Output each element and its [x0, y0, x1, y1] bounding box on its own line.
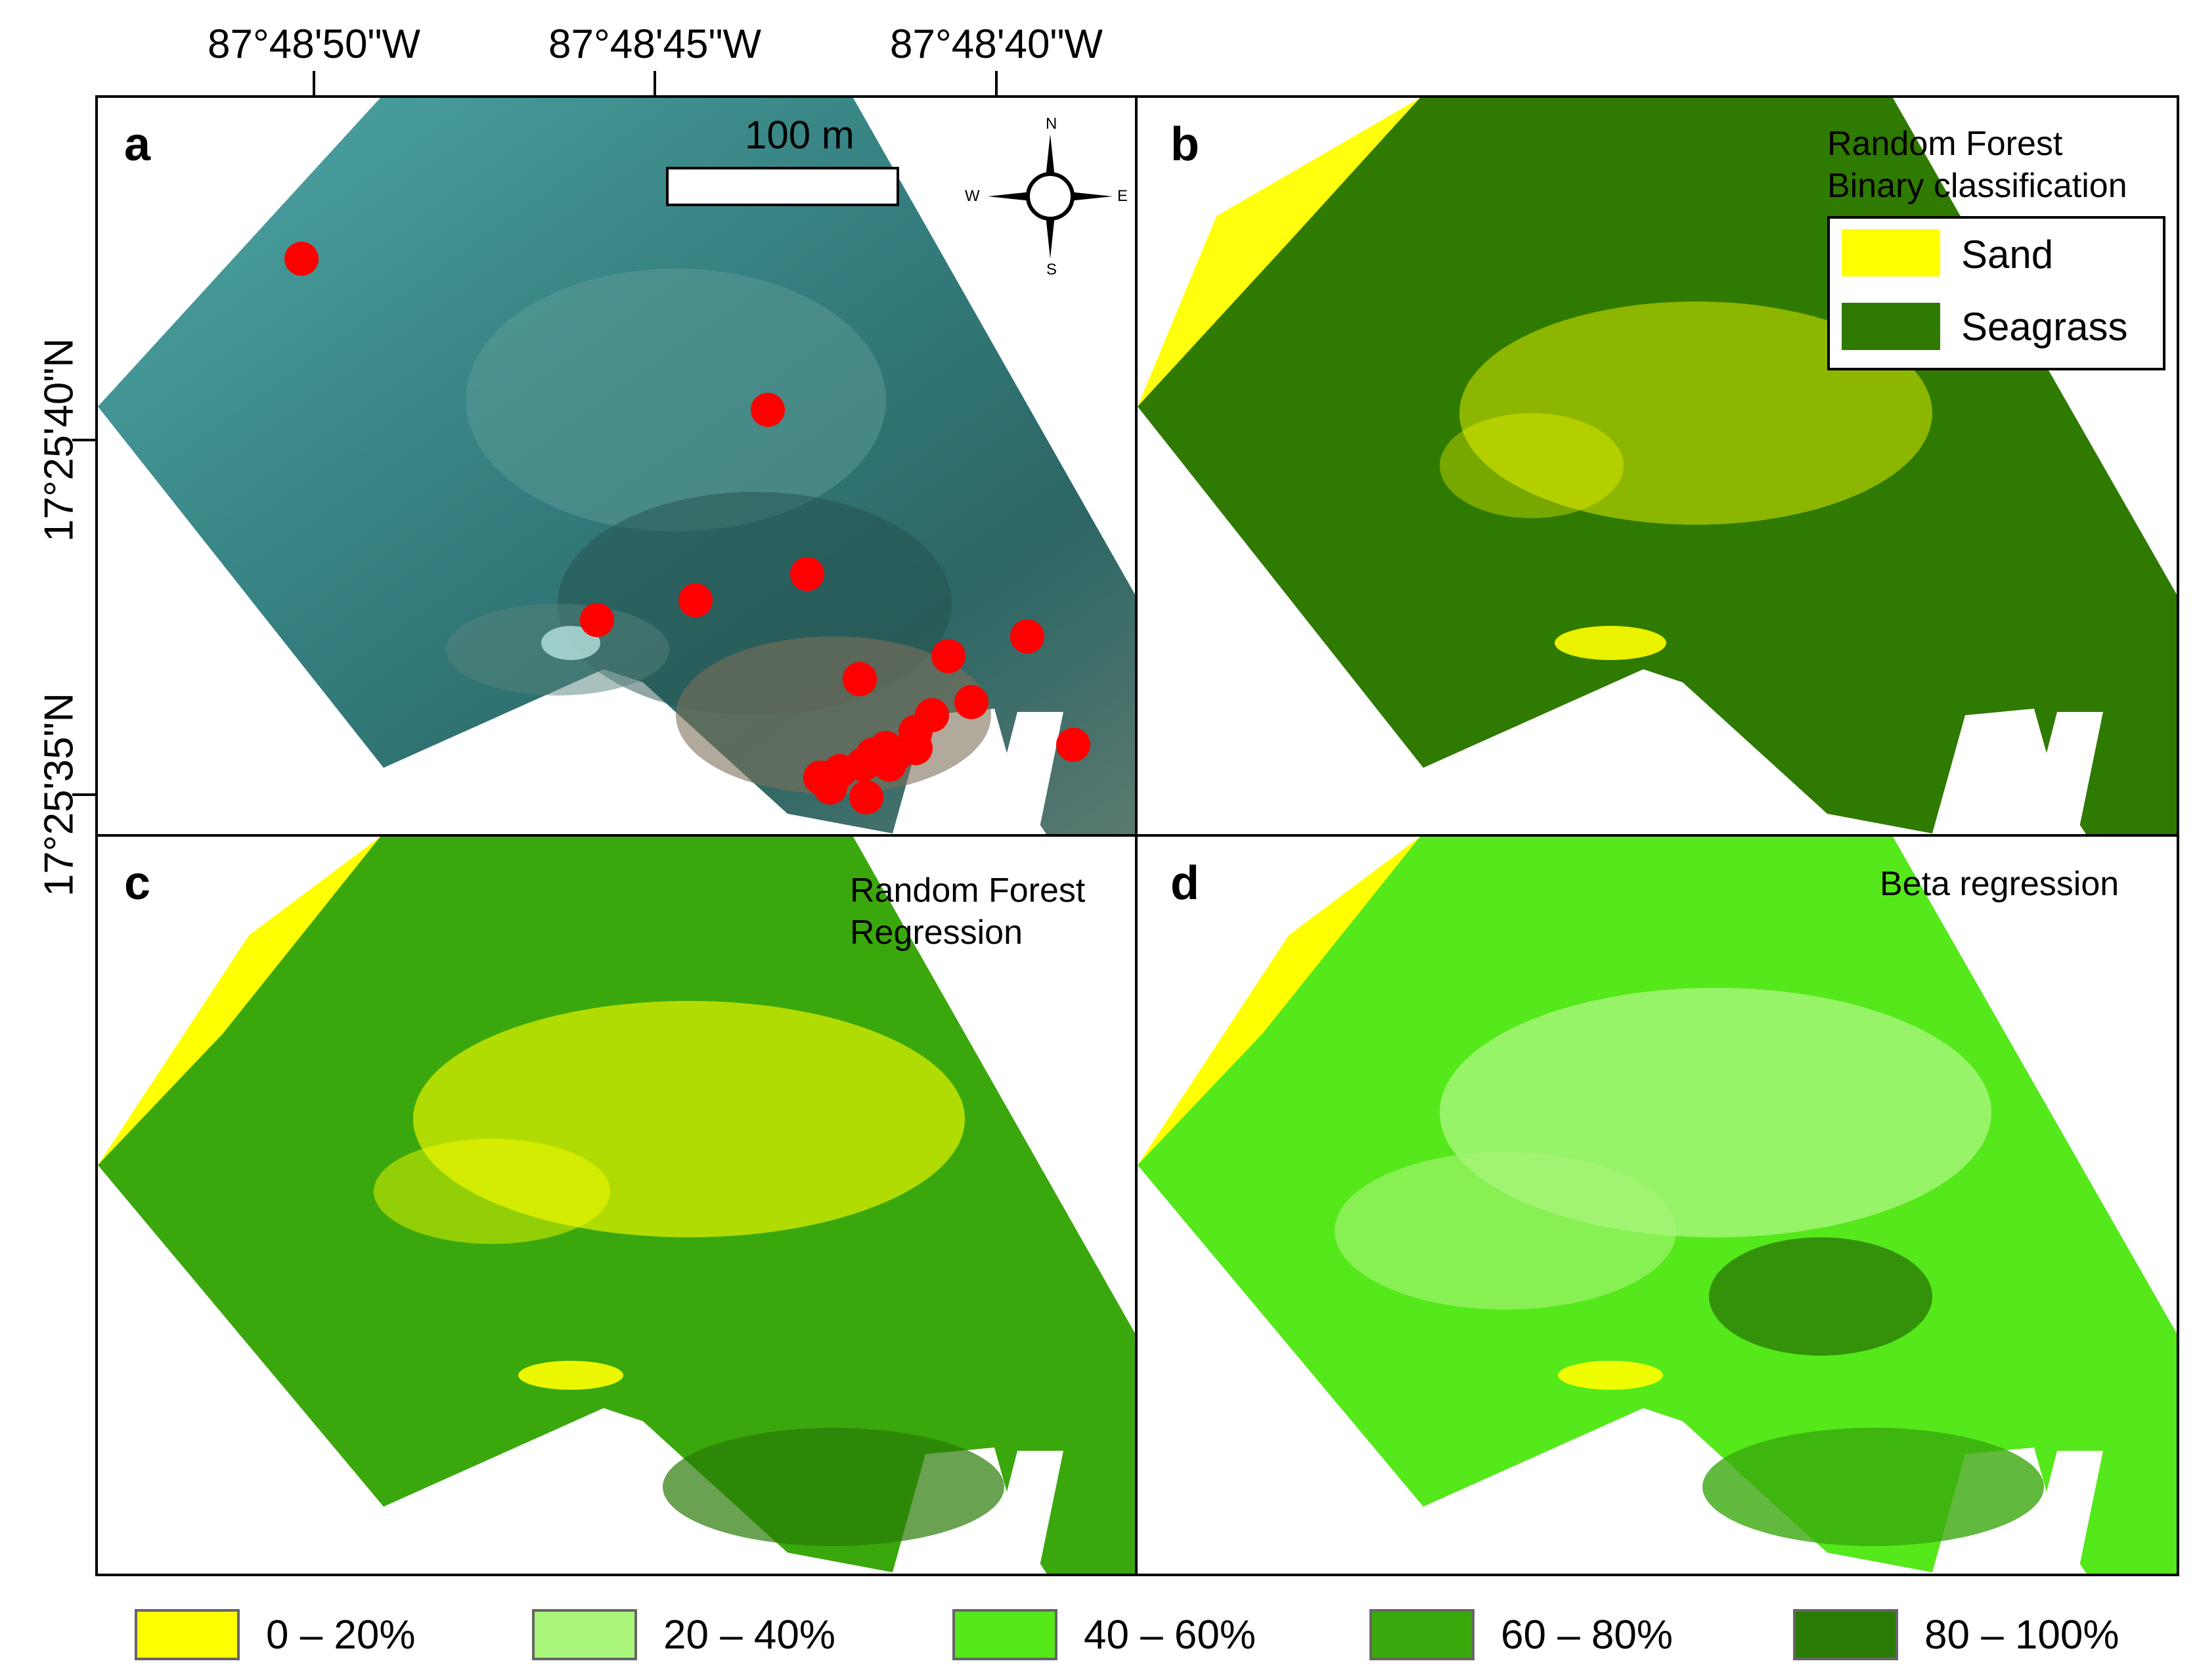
cover-legend-swatch — [952, 1609, 1057, 1660]
sample-point — [678, 583, 713, 617]
sample-point — [843, 662, 877, 696]
binary-map — [1138, 98, 2177, 835]
longitude-label-1: 87°48'50"W — [207, 22, 421, 67]
panel-d-title: Beta regression — [1880, 865, 2119, 903]
legend-label-sand: Sand — [1961, 232, 2054, 276]
sample-point — [1056, 728, 1090, 762]
longitude-label-3: 87°48'40"W — [889, 22, 1103, 67]
cover-legend-label: 0 – 20% — [266, 1612, 416, 1658]
compass-rose: N S E W — [965, 115, 1135, 278]
longitude-tick-2 — [654, 71, 656, 96]
cover-legend-label: 20 – 40% — [663, 1612, 835, 1658]
latitude-tick-1 — [72, 439, 97, 441]
panel-b-letter: b — [1170, 118, 1199, 171]
rf-regression-map — [98, 837, 1135, 1574]
panel-c-letter: c — [124, 857, 151, 910]
sample-point — [879, 738, 913, 772]
compass-w: W — [965, 187, 980, 205]
sample-point — [284, 242, 319, 276]
cover-legend: 0 – 20% 20 – 40% 40 – 60% 60 – 80% 80 – … — [0, 1603, 2197, 1675]
cover-legend-swatch — [1369, 1609, 1475, 1660]
cover-legend-label: 60 – 80% — [1501, 1612, 1673, 1658]
legend-label-seagrass: Seagrass — [1961, 305, 2128, 349]
panel-a-aerial-image: a 100 m N S E W — [95, 95, 1138, 837]
panel-c-rf-regression: c Random Forest Regression — [95, 834, 1138, 1576]
compass-icon — [988, 134, 1113, 259]
sample-point — [954, 685, 988, 719]
latitude-tick-2 — [72, 793, 97, 796]
sample-point — [931, 639, 965, 673]
binary-legend: Sand Seagrass — [1827, 216, 2165, 370]
compass-s: S — [1046, 261, 1057, 278]
panel-a-letter: a — [124, 118, 151, 171]
aerial-imagery — [98, 98, 1135, 835]
longitude-tick-1 — [313, 71, 315, 96]
sample-point — [1010, 619, 1044, 653]
panel-b-binary-classification: b Random Forest Binary classification Sa… — [1135, 95, 2179, 837]
cover-legend-swatch — [532, 1609, 637, 1660]
beta-regression-map — [1138, 837, 2177, 1574]
longitude-tick-3 — [995, 71, 998, 96]
panel-b-title: Random Forest Binary classification — [1827, 125, 2127, 205]
scale-bar — [666, 167, 899, 206]
compass-n: N — [1046, 115, 1057, 133]
panel-d-letter: d — [1170, 857, 1199, 910]
legend-swatch-sand — [1842, 229, 1940, 276]
cover-legend-swatch — [1793, 1609, 1898, 1660]
sample-point — [580, 603, 614, 637]
sample-point — [751, 393, 785, 427]
dock-gap — [986, 712, 1063, 835]
legend-swatch-seagrass — [1842, 303, 1940, 350]
cover-legend-label: 80 – 100% — [1924, 1612, 2119, 1658]
scale-bar-label: 100 m — [745, 113, 854, 157]
sample-point — [790, 557, 824, 591]
cover-legend-swatch — [135, 1609, 240, 1660]
compass-e: E — [1117, 187, 1128, 205]
panel-c-title: Random Forest Regression — [850, 872, 1086, 952]
cover-legend-label: 40 – 60% — [1084, 1612, 1256, 1658]
longitude-label-2: 87°48'45"W — [548, 22, 762, 67]
sample-points — [284, 242, 1090, 814]
sample-point — [849, 780, 883, 814]
sample-point — [823, 754, 857, 788]
panel-d-beta-regression: d Beta regression — [1135, 834, 2179, 1576]
